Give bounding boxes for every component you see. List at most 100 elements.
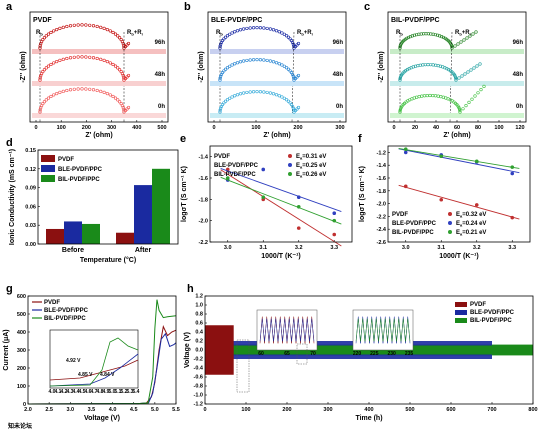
nyquist-point xyxy=(88,23,92,27)
nyquist-point xyxy=(219,74,223,78)
nyquist-point xyxy=(235,61,240,65)
time-band xyxy=(390,49,524,54)
legend-label: PVDF xyxy=(44,300,60,306)
nyquist-point xyxy=(296,73,301,78)
nyquist-point xyxy=(225,66,230,70)
legend-swatch xyxy=(455,302,467,307)
y-axis-label: -Z'' (ohm) xyxy=(378,51,385,82)
time-label: 48h xyxy=(155,72,166,78)
fit-line xyxy=(220,169,342,247)
nyquist-point xyxy=(417,95,421,99)
nyquist-point xyxy=(457,105,461,110)
nyquist-point xyxy=(434,63,438,67)
legend-swatch xyxy=(41,175,55,182)
nyquist-point xyxy=(296,105,301,110)
time-label: 0h xyxy=(158,104,165,110)
rb-label: Rb xyxy=(396,30,403,37)
x-tick-label: 3.3 xyxy=(508,245,516,251)
nyquist-point xyxy=(436,94,440,98)
nyquist-point xyxy=(111,30,115,35)
x-tick-label: 0 xyxy=(34,125,37,131)
panel-b: b BLE-PVDF/PPC 0 100 200 300 Z' (ohm) -Z'' (ohm… xyxy=(184,1,345,139)
x-tick-label: 600 xyxy=(446,407,455,413)
y-tick-label: -2.2 xyxy=(199,240,208,246)
inset-x-tick-label: 5.3 xyxy=(127,389,134,395)
panel-letter-a: a xyxy=(6,1,13,13)
nyquist-point xyxy=(68,88,73,92)
nyquist-point xyxy=(68,24,73,28)
nyquist-point xyxy=(58,90,62,94)
nyquist-point xyxy=(91,88,96,92)
nyquist-point xyxy=(108,93,112,97)
x-axis-label: Temperature (°C) xyxy=(80,256,136,264)
nyquist-point xyxy=(41,102,45,106)
nyquist-point xyxy=(258,58,263,62)
x-tick-label: 100 xyxy=(251,125,260,131)
nyquist-point xyxy=(72,87,76,91)
y-axis-label: -Z'' (ohm) xyxy=(20,51,27,82)
nyquist-point xyxy=(121,106,125,110)
inset-x-tick-label: 230 xyxy=(387,351,396,357)
legend-marker xyxy=(288,172,292,176)
nyquist-point xyxy=(421,63,425,67)
y-tick-label: -0.4 xyxy=(194,366,204,372)
nyquist-point xyxy=(284,66,289,70)
nyquist-point xyxy=(126,105,131,110)
nyquist-point xyxy=(405,36,409,40)
panel-letter-b: b xyxy=(184,1,191,13)
nyquist-point xyxy=(288,69,292,73)
nyquist-axes-c xyxy=(387,11,527,123)
nyquist-point xyxy=(292,76,296,80)
time-label: 0h xyxy=(516,104,523,110)
x-tick-label: 400 xyxy=(132,125,141,131)
nyquist-point xyxy=(238,60,243,64)
x-tick-label: 3.2 xyxy=(295,245,303,251)
inset-trace xyxy=(355,316,411,344)
time-band xyxy=(210,49,344,54)
ea-value: =0.26 eV xyxy=(302,172,326,178)
inset-x-tick-label: 235 xyxy=(405,351,414,357)
nyquist-point xyxy=(219,42,223,46)
nyquist-point xyxy=(61,25,65,29)
nyquist-point xyxy=(398,110,402,114)
ea-value: =0.24 eV xyxy=(462,221,486,227)
rbi-sub2: i xyxy=(312,32,313,37)
lsv-inset xyxy=(49,329,139,389)
legend-marker xyxy=(448,221,452,225)
nyquist-point xyxy=(456,42,460,46)
x-tick-label: 400 xyxy=(364,407,373,413)
legend-marker xyxy=(288,163,292,167)
nyquist-point xyxy=(219,106,223,110)
bar xyxy=(116,232,134,244)
nyquist-point xyxy=(126,41,131,46)
ea-sub: a xyxy=(460,214,463,219)
nyquist-point xyxy=(68,56,73,60)
nyquist-point xyxy=(42,36,47,40)
data-point xyxy=(403,147,408,151)
rbi-sub1: b xyxy=(301,32,304,37)
panel-letter-c: c xyxy=(364,1,370,13)
x-tick-label: 800 xyxy=(528,407,537,413)
inset-x-tick-label: 5.4 xyxy=(133,389,140,395)
nyquist-point xyxy=(282,96,286,100)
panel-letter-g: g xyxy=(6,283,13,295)
nyquist-point xyxy=(422,94,427,98)
nyquist-point xyxy=(228,32,232,36)
nyquist-point xyxy=(72,23,76,27)
nyquist-point xyxy=(271,92,276,96)
x-tick-label: 3.3 xyxy=(330,245,338,251)
x-axis-label: Voltage (V) xyxy=(84,415,120,422)
nyquist-point xyxy=(44,34,48,38)
nyquist-point xyxy=(406,35,411,40)
inset-curve xyxy=(49,337,139,387)
nyquist-point xyxy=(105,59,109,64)
y-tick-label: 0.12 xyxy=(25,167,36,173)
nyquist-point xyxy=(271,28,276,32)
nyquist-point xyxy=(46,32,51,36)
data-point xyxy=(403,184,408,189)
nyquist-point xyxy=(102,26,106,30)
x-axis-label: 1000/T (K⁻¹) xyxy=(439,253,478,260)
nyquist-point xyxy=(65,24,69,29)
nyquist-point xyxy=(251,26,256,30)
nyquist-point xyxy=(113,96,118,100)
